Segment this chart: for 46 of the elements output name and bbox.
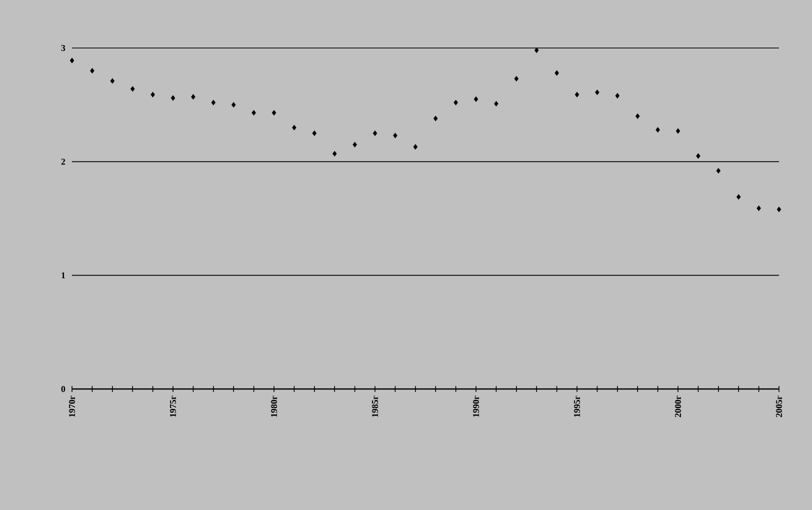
point: [110, 78, 115, 84]
point: [454, 100, 458, 106]
point: [191, 94, 196, 100]
point: [433, 116, 438, 122]
point: [514, 76, 519, 82]
point: [272, 110, 276, 116]
point: [292, 124, 296, 130]
point: [352, 142, 357, 148]
point: [574, 92, 580, 98]
point: [494, 100, 498, 106]
point: [615, 92, 620, 99]
point: [211, 100, 216, 106]
point: [474, 96, 478, 102]
y-tick-label: 0: [61, 386, 66, 392]
x-tick-label: 1985г: [372, 396, 378, 417]
y-tick-label: 1: [62, 272, 66, 278]
x-tick-label: 1980г: [270, 396, 278, 417]
point: [534, 47, 539, 54]
point: [676, 128, 680, 134]
point: [696, 153, 700, 159]
point: [170, 95, 176, 101]
x-tick-label: 1990г: [472, 396, 480, 417]
point: [413, 144, 418, 150]
point: [656, 127, 660, 133]
point: [130, 86, 135, 92]
point: [635, 113, 640, 119]
y-tick-label: 3: [61, 44, 66, 52]
point: [231, 102, 236, 108]
point: [554, 70, 559, 76]
x-tick-label: 2000г: [674, 396, 682, 418]
point: [736, 194, 741, 200]
x-tick-label: 1975г: [170, 396, 176, 417]
point: [716, 168, 721, 174]
y-tick-label: 2: [61, 158, 66, 165]
x-tick-label: 1995г: [574, 396, 580, 417]
x-tick-label: 2005г: [776, 396, 782, 418]
point: [393, 132, 398, 138]
point: [312, 130, 317, 136]
point: [70, 58, 74, 64]
point: [372, 130, 378, 136]
point: [595, 90, 600, 96]
point: [150, 92, 155, 98]
point: [332, 150, 337, 156]
point: [252, 110, 256, 116]
x-tick-label: 1970г: [68, 396, 76, 417]
point: [776, 206, 782, 212]
